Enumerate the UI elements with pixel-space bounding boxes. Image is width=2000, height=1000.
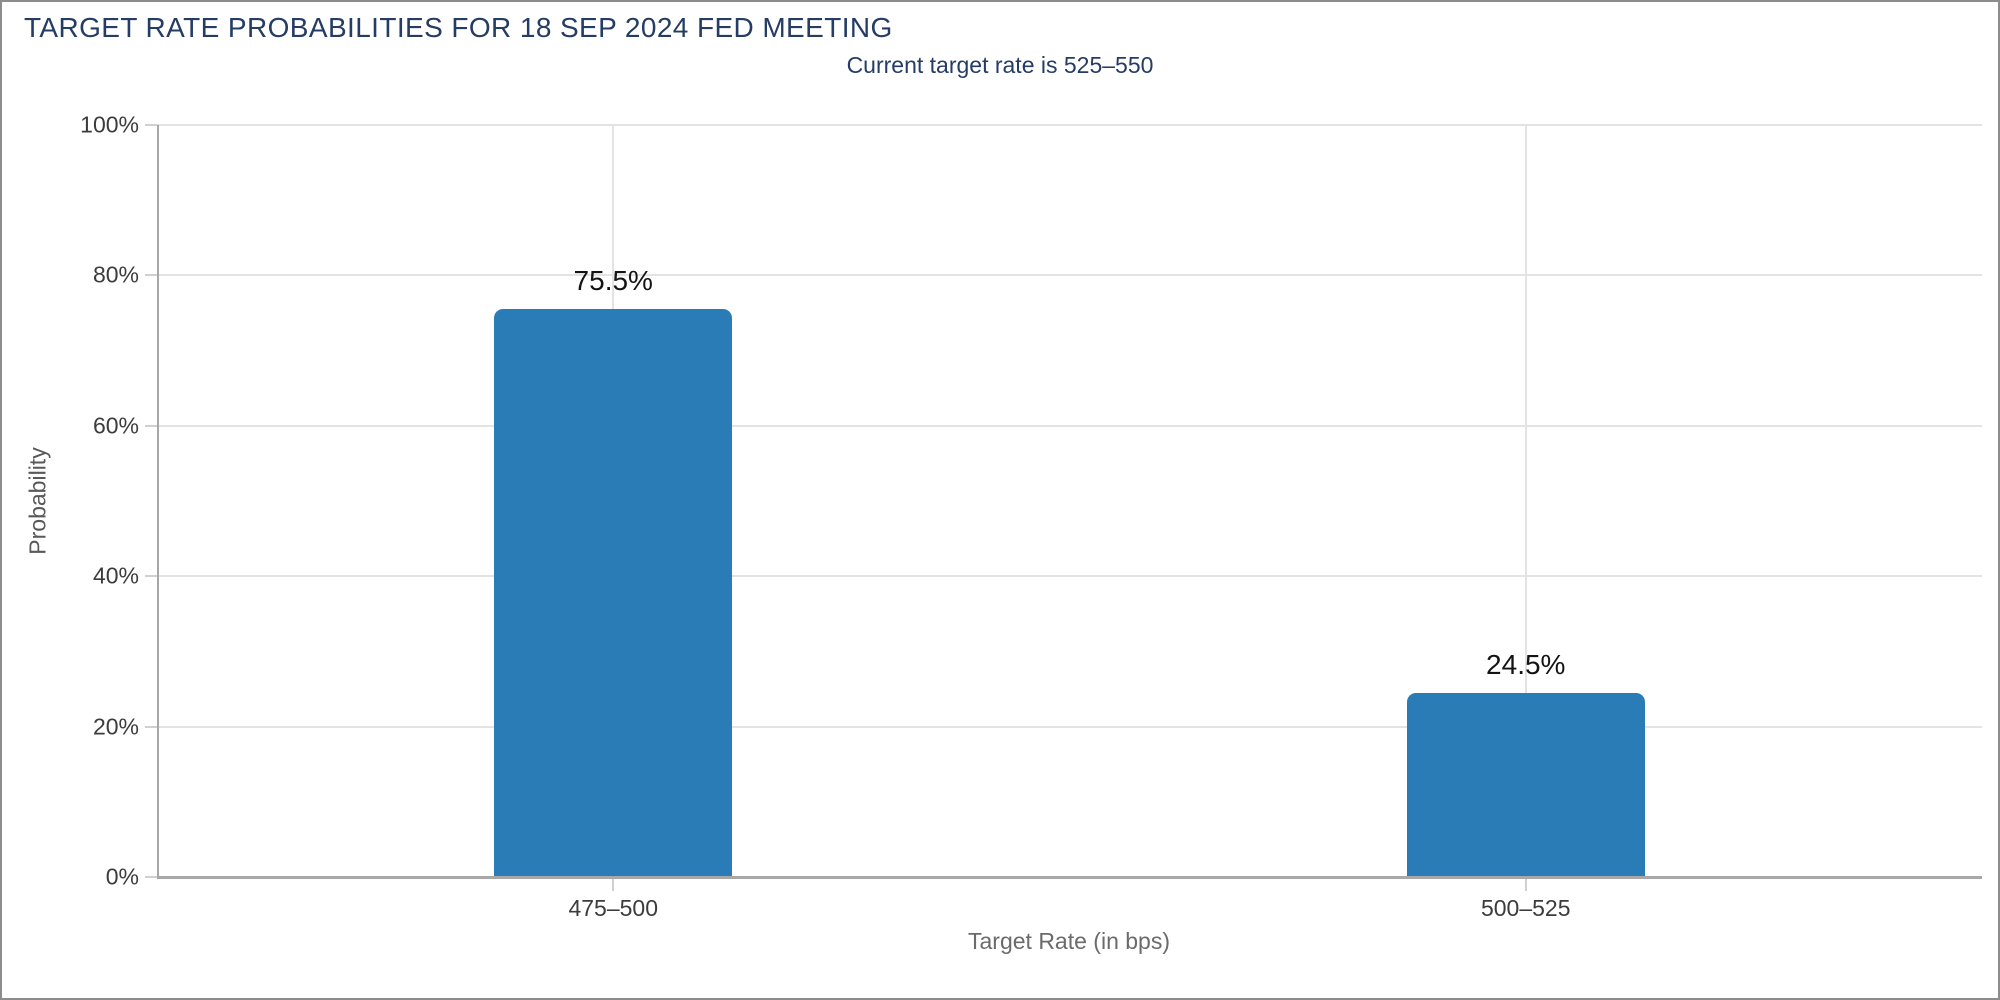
- x-tick-mark: [1524, 879, 1527, 891]
- y-gridline: [157, 274, 1982, 277]
- y-tick-label: 80%: [92, 261, 139, 288]
- y-gridline: [157, 424, 1982, 427]
- y-gridline: [157, 725, 1982, 728]
- x-gridline: [1524, 125, 1527, 877]
- y-gridline: [157, 124, 1982, 126]
- bar-value-label: 75.5%: [573, 265, 653, 297]
- y-axis-title: Probability: [24, 447, 51, 555]
- y-tick-mark: [145, 124, 157, 126]
- y-tick-mark: [145, 424, 157, 427]
- y-tick-label: 20%: [92, 713, 139, 740]
- plot-area: [157, 124, 1982, 878]
- probability-bar-475-500[interactable]: [494, 309, 733, 877]
- x-axis-line: [157, 876, 1982, 879]
- x-tick-label: 500–525: [1480, 895, 1571, 921]
- probability-bar-500-525[interactable]: [1406, 692, 1645, 877]
- chart-subtitle: Current target rate is 525–550: [846, 52, 1154, 78]
- y-tick-label: 40%: [92, 562, 139, 589]
- bar-value-label: 24.5%: [1486, 648, 1566, 680]
- y-tick-label: 60%: [92, 412, 139, 439]
- y-tick-mark: [145, 725, 157, 728]
- y-tick-mark: [145, 575, 157, 578]
- y-tick-mark: [145, 876, 157, 878]
- y-axis-line: [157, 125, 159, 877]
- y-tick-mark: [145, 274, 157, 277]
- y-tick-label: 0%: [105, 863, 139, 890]
- y-gridline: [157, 575, 1982, 578]
- x-axis-title: Target Rate (in bps): [968, 928, 1170, 954]
- x-tick-mark: [612, 879, 615, 891]
- y-tick-label: 100%: [80, 111, 139, 138]
- x-tick-label: 475–500: [568, 895, 659, 921]
- chart-title: TARGET RATE PROBABILITIES FOR 18 SEP 202…: [24, 12, 893, 43]
